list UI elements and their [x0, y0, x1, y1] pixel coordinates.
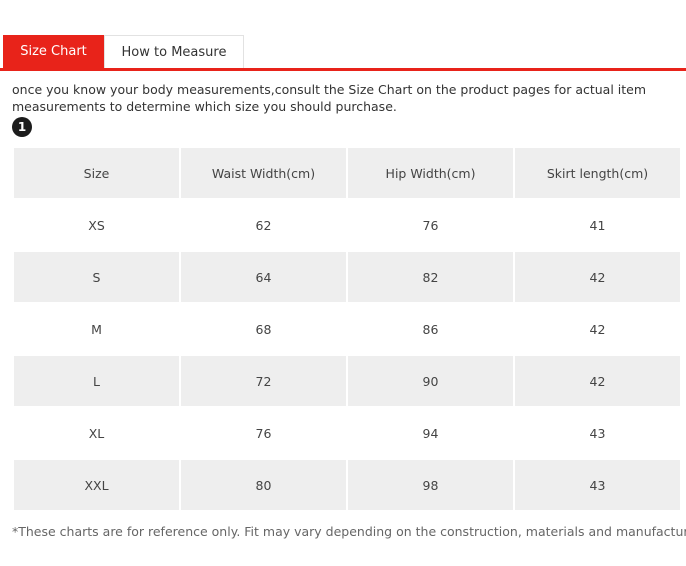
cell-hip-width: 94: [348, 408, 513, 458]
table-row: L 72 90 42: [14, 356, 680, 406]
step-number-badge: 1: [12, 117, 32, 137]
cell-waist-width: 62: [181, 200, 346, 250]
size-chart-table: Size Waist Width(cm) Hip Width(cm) Skirt…: [12, 146, 682, 512]
cell-waist-width: 76: [181, 408, 346, 458]
cell-skirt-length: 42: [515, 252, 680, 302]
cell-skirt-length: 43: [515, 460, 680, 510]
tab-how-to-measure[interactable]: How to Measure: [104, 35, 244, 68]
disclaimer-footnote: *These charts are for reference only. Fi…: [12, 524, 686, 539]
cell-hip-width: 76: [348, 200, 513, 250]
table-row: XXL 80 98 43: [14, 460, 680, 510]
header-skirt-length: Skirt length(cm): [515, 148, 680, 198]
intro-text: once you know your body measurements,con…: [12, 82, 647, 114]
cell-skirt-length: 42: [515, 356, 680, 406]
table-row: XL 76 94 43: [14, 408, 680, 458]
cell-skirt-length: 41: [515, 200, 680, 250]
size-tabs: Size Chart How to Measure: [0, 35, 686, 71]
cell-size: XXL: [14, 460, 179, 510]
cell-size: L: [14, 356, 179, 406]
header-size: Size: [14, 148, 179, 198]
table-row: M 68 86 42: [14, 304, 680, 354]
table-row: XS 62 76 41: [14, 200, 680, 250]
tab-underline-divider: [0, 68, 686, 71]
cell-size: S: [14, 252, 179, 302]
cell-waist-width: 80: [181, 460, 346, 510]
cell-skirt-length: 43: [515, 408, 680, 458]
header-waist-width: Waist Width(cm): [181, 148, 346, 198]
tab-size-chart[interactable]: Size Chart: [3, 35, 104, 68]
cell-hip-width: 90: [348, 356, 513, 406]
cell-size: XL: [14, 408, 179, 458]
cell-hip-width: 98: [348, 460, 513, 510]
cell-size: XS: [14, 200, 179, 250]
cell-waist-width: 68: [181, 304, 346, 354]
cell-size: M: [14, 304, 179, 354]
cell-hip-width: 82: [348, 252, 513, 302]
table-header-row: Size Waist Width(cm) Hip Width(cm) Skirt…: [14, 148, 680, 198]
cell-waist-width: 72: [181, 356, 346, 406]
cell-skirt-length: 42: [515, 304, 680, 354]
table-row: S 64 82 42: [14, 252, 680, 302]
cell-waist-width: 64: [181, 252, 346, 302]
cell-hip-width: 86: [348, 304, 513, 354]
header-hip-width: Hip Width(cm): [348, 148, 513, 198]
